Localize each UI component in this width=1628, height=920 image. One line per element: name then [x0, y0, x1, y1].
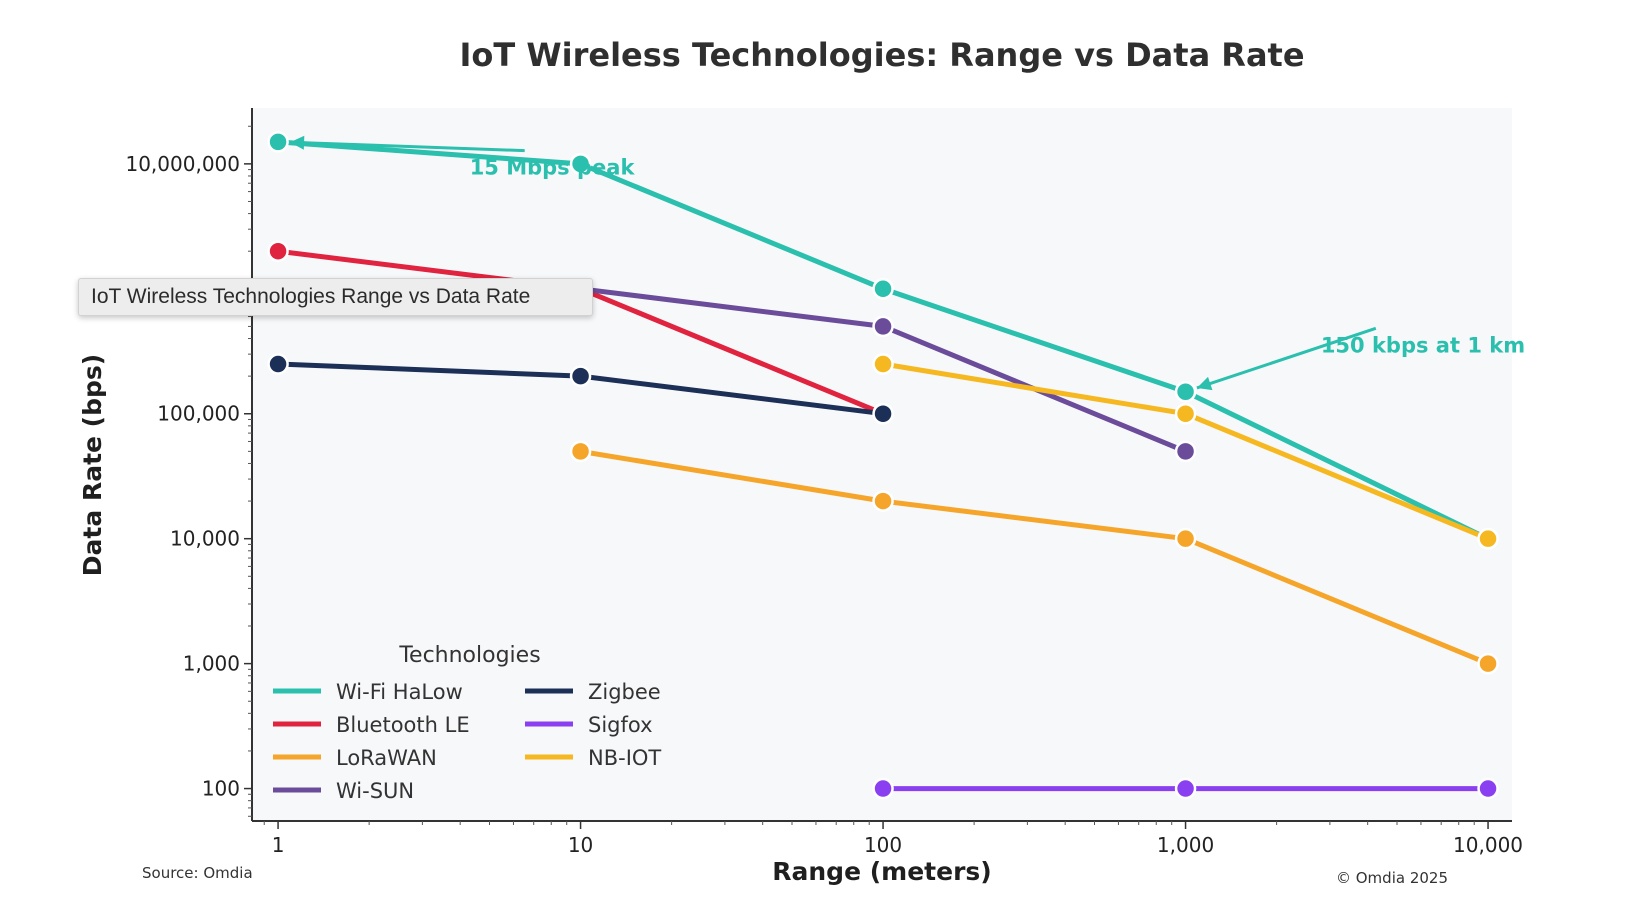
annotation-arrow-head	[1196, 376, 1213, 391]
legend-label: NB-IOT	[588, 746, 661, 770]
legend-item-sigfox: Sigfox	[525, 713, 653, 737]
x-tick-label: 1	[272, 833, 285, 857]
data-point-nb-iot	[1477, 527, 1499, 550]
data-point-wi-sun	[872, 315, 894, 338]
series-zigbee	[267, 353, 894, 425]
y-tick-label: 1,000	[183, 652, 240, 676]
annotation-layer: 15 Mbps peak 150 kbps at 1 km	[290, 135, 1525, 391]
legend-item-wi-sun: Wi-SUN	[273, 779, 414, 803]
legend-label: Wi-SUN	[336, 779, 414, 803]
data-point-zigbee	[267, 353, 289, 375]
annotation-arrow-head	[290, 135, 305, 150]
data-point-lorawan	[1174, 527, 1197, 550]
series-sigfox	[872, 777, 1499, 800]
y-tick-label: 100	[202, 777, 240, 801]
legend-item-bluetooth-le: Bluetooth LE	[273, 713, 470, 737]
data-point-sigfox	[872, 777, 894, 800]
legend-label: Wi-Fi HaLow	[336, 680, 463, 704]
legend-label: LoRaWAN	[336, 746, 437, 770]
y-axis-label: Data Rate (bps)	[78, 354, 107, 576]
data-point-wi-sun	[1174, 440, 1197, 463]
copyright-note: © Omdia 2025	[1336, 869, 1448, 887]
legend-label: Sigfox	[588, 713, 653, 737]
annotation: 15 Mbps peak	[290, 135, 636, 180]
data-point-wi-fi-halow	[569, 153, 592, 175]
tooltip: IoT Wireless Technologies Range vs Data …	[78, 278, 593, 316]
data-point-nb-iot	[1174, 402, 1197, 425]
axes: 1 10 100 1,000 10,000 100 1,000 10,000 100,000 10…	[125, 108, 1523, 857]
data-point-sigfox	[1174, 777, 1197, 800]
annotation-arrow-line	[1196, 326, 1377, 390]
data-point-lorawan	[569, 440, 592, 463]
data-point-lorawan	[872, 490, 894, 512]
y-tick-label: 10,000,000	[125, 152, 240, 176]
legend-item-lorawan: LoRaWAN	[273, 746, 437, 770]
series-line-lorawan	[578, 448, 1491, 667]
legend-item-zigbee: Zigbee	[525, 680, 661, 704]
data-point-zigbee	[872, 402, 894, 425]
x-tick-label: 10	[568, 833, 593, 857]
data-point-lorawan	[1477, 652, 1499, 675]
y-tick-label: 10,000	[170, 527, 240, 551]
legend-title: Technologies	[398, 643, 540, 668]
data-point-nb-iot	[872, 353, 894, 375]
data-point-wi-fi-halow	[1174, 380, 1197, 403]
data-point-zigbee	[569, 365, 592, 387]
legend: Technologies Wi-Fi HaLow Bluetooth LE LoRaW…	[273, 643, 661, 803]
legend-label: Zigbee	[588, 680, 661, 704]
data-point-bluetooth-le	[267, 240, 289, 262]
series-nb-iot	[872, 353, 1499, 550]
series-layer	[267, 131, 1499, 800]
annotation-label: 150 kbps at 1 km	[1321, 333, 1525, 357]
source-note: Source: Omdia	[142, 864, 253, 882]
annotation-label: 15 Mbps peak	[470, 156, 636, 180]
chart-title: IoT Wireless Technologies: Range vs Data…	[459, 36, 1304, 74]
y-tick-label: 100,000	[157, 402, 240, 426]
x-axis-label: Range (meters)	[772, 857, 991, 886]
annotation-arrow-line	[290, 140, 525, 153]
data-point-sigfox	[1477, 777, 1499, 800]
legend-label: Bluetooth LE	[336, 713, 470, 737]
data-point-wi-fi-halow	[872, 278, 894, 300]
legend-item-wi-fi-halow: Wi-Fi HaLow	[273, 680, 463, 704]
x-tick-label: 100	[864, 833, 902, 857]
x-tick-label: 1,000	[1157, 833, 1214, 857]
legend-item-nb-iot: NB-IOT	[525, 746, 661, 770]
annotation: 150 kbps at 1 km	[1196, 326, 1525, 391]
series-lorawan	[569, 440, 1499, 675]
series-wi-fi-halow	[267, 131, 1499, 550]
data-point-wi-fi-halow	[267, 131, 289, 153]
x-tick-label: 10,000	[1453, 833, 1523, 857]
